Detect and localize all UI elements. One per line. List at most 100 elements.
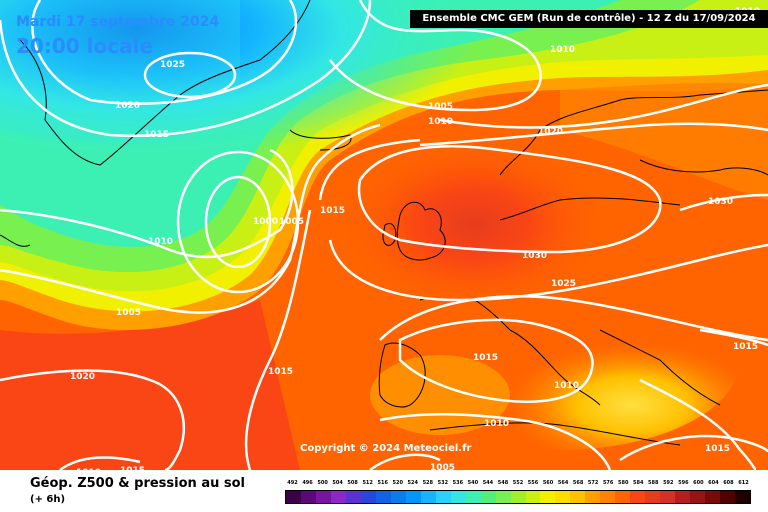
legend-swatch: [495, 491, 511, 503]
legend-value: 560: [542, 480, 554, 486]
isobar-label: 1030: [522, 251, 547, 261]
isobar-label: 1005: [116, 308, 141, 318]
legend-value: 544: [482, 480, 494, 486]
isobar-label: 1010: [76, 468, 101, 470]
legend-swatch: [630, 491, 646, 503]
legend-swatch: [465, 491, 481, 503]
legend-value: 496: [302, 480, 313, 486]
isobar-label: 1030: [708, 197, 733, 207]
isobar-label: 1010: [550, 45, 575, 55]
legend-swatch: [510, 491, 526, 503]
legend-swatch: [525, 491, 541, 503]
legend-swatch: [286, 491, 301, 503]
legend-value: 512: [362, 480, 373, 486]
legend-value: 604: [708, 480, 719, 486]
legend-swatch: [555, 491, 571, 503]
legend-swatch: [360, 491, 376, 503]
legend-swatch: [300, 491, 316, 503]
legend-swatch: [570, 491, 586, 503]
legend-value: 588: [648, 480, 659, 486]
isobar-label: 1000: [253, 217, 278, 227]
isobar-label: 1015: [473, 353, 498, 363]
legend-swatch: [705, 491, 721, 503]
isobar-label: 1010: [554, 381, 579, 391]
legend-swatch: [345, 491, 361, 503]
legend-value: 532: [437, 480, 449, 486]
legend-value: 520: [392, 480, 403, 486]
legend-value: 612: [738, 480, 749, 486]
isobar-label: 1015: [320, 206, 345, 216]
legend-value: 568: [572, 480, 584, 486]
legend-value: 572: [587, 480, 599, 486]
legend-value: 492: [287, 480, 298, 486]
legend-value: 564: [557, 480, 569, 486]
legend-values: 492 496 500 504 508 512 516 520 524 528 532 536 540 5…: [285, 480, 751, 490]
legend-swatch: [405, 491, 421, 503]
legend-swatch: [720, 491, 736, 503]
legend-swatch: [540, 491, 556, 503]
isobar-label: 1005: [279, 217, 304, 227]
legend-value: 500: [317, 480, 328, 486]
legend-value: 516: [377, 480, 388, 486]
isobar-labels: 1025 1020 1015 1005 1010 1010 1020 1010 1010 1000…: [70, 7, 760, 470]
model-run-banner: Ensemble CMC GEM (Run de contrôle) - 12 …: [410, 10, 768, 28]
legend-swatch: [660, 491, 676, 503]
legend-value: 536: [452, 480, 464, 486]
isobar-label: 1015: [120, 466, 145, 470]
legend-value: 556: [527, 480, 539, 486]
isobar-label: 1005: [428, 102, 453, 112]
legend-swatch: [390, 491, 406, 503]
legend-value: 528: [422, 480, 434, 486]
legend-swatch: [675, 491, 691, 503]
legend-value: 576: [602, 480, 614, 486]
isobars: [0, 0, 768, 470]
legend-value: 552: [512, 480, 524, 486]
isobar-label: 1015: [733, 342, 758, 352]
valid-date: Mardi 17 septembre 2024: [16, 14, 220, 30]
weather-map: 1025 1020 1015 1005 1010 1010 1020 1010 1010 1000…: [0, 0, 768, 470]
isobar-label: 1015: [268, 367, 293, 377]
isobar-label: 1010: [484, 419, 509, 429]
isobar-1000-low: [204, 175, 272, 269]
legend-value: 608: [723, 480, 734, 486]
legend-value: 540: [467, 480, 479, 486]
legend-value: 584: [633, 480, 644, 486]
legend-swatch: [615, 491, 631, 503]
product-title: Géop. Z500 & pression au sol: [30, 476, 245, 491]
legend-swatch: [375, 491, 391, 503]
isobar-label: 1020: [70, 372, 95, 382]
legend-value: 508: [347, 480, 358, 486]
isobar-label: 1010: [148, 237, 173, 247]
legend-value: 548: [497, 480, 509, 486]
color-legend: [285, 490, 751, 504]
legend-swatch: [480, 491, 496, 503]
isobar-label: 1025: [160, 60, 185, 70]
legend-swatch: [690, 491, 706, 503]
legend-swatch: [645, 491, 661, 503]
legend-swatch: [315, 491, 331, 503]
legend-value: 504: [332, 480, 343, 486]
isobar-label: 1015: [144, 130, 169, 140]
isobar-label: 1005: [430, 463, 455, 470]
legend-value: 524: [407, 480, 418, 486]
isobar-label: 1010: [428, 117, 453, 127]
legend-swatch: [420, 491, 436, 503]
isobar-label: 1015: [705, 444, 730, 454]
isobar-label: 1025: [551, 279, 576, 289]
valid-time: 20:00 locale: [16, 34, 153, 58]
legend-swatch: [450, 491, 466, 503]
isobar-label: 1020: [115, 101, 140, 111]
legend-swatch: [330, 491, 346, 503]
legend-swatch: [735, 491, 751, 503]
legend-value: 596: [678, 480, 689, 486]
legend-swatch: [600, 491, 616, 503]
isobar-1025-north: [143, 51, 237, 99]
copyright-text: Copyright © 2024 Meteociel.fr: [300, 443, 472, 454]
forecast-step: (+ 6h): [30, 494, 66, 505]
legend-value: 592: [663, 480, 674, 486]
red-area-southwest: [0, 300, 300, 470]
legend-swatch: [585, 491, 601, 503]
legend-value: 600: [693, 480, 704, 486]
legend-value: 580: [617, 480, 629, 486]
